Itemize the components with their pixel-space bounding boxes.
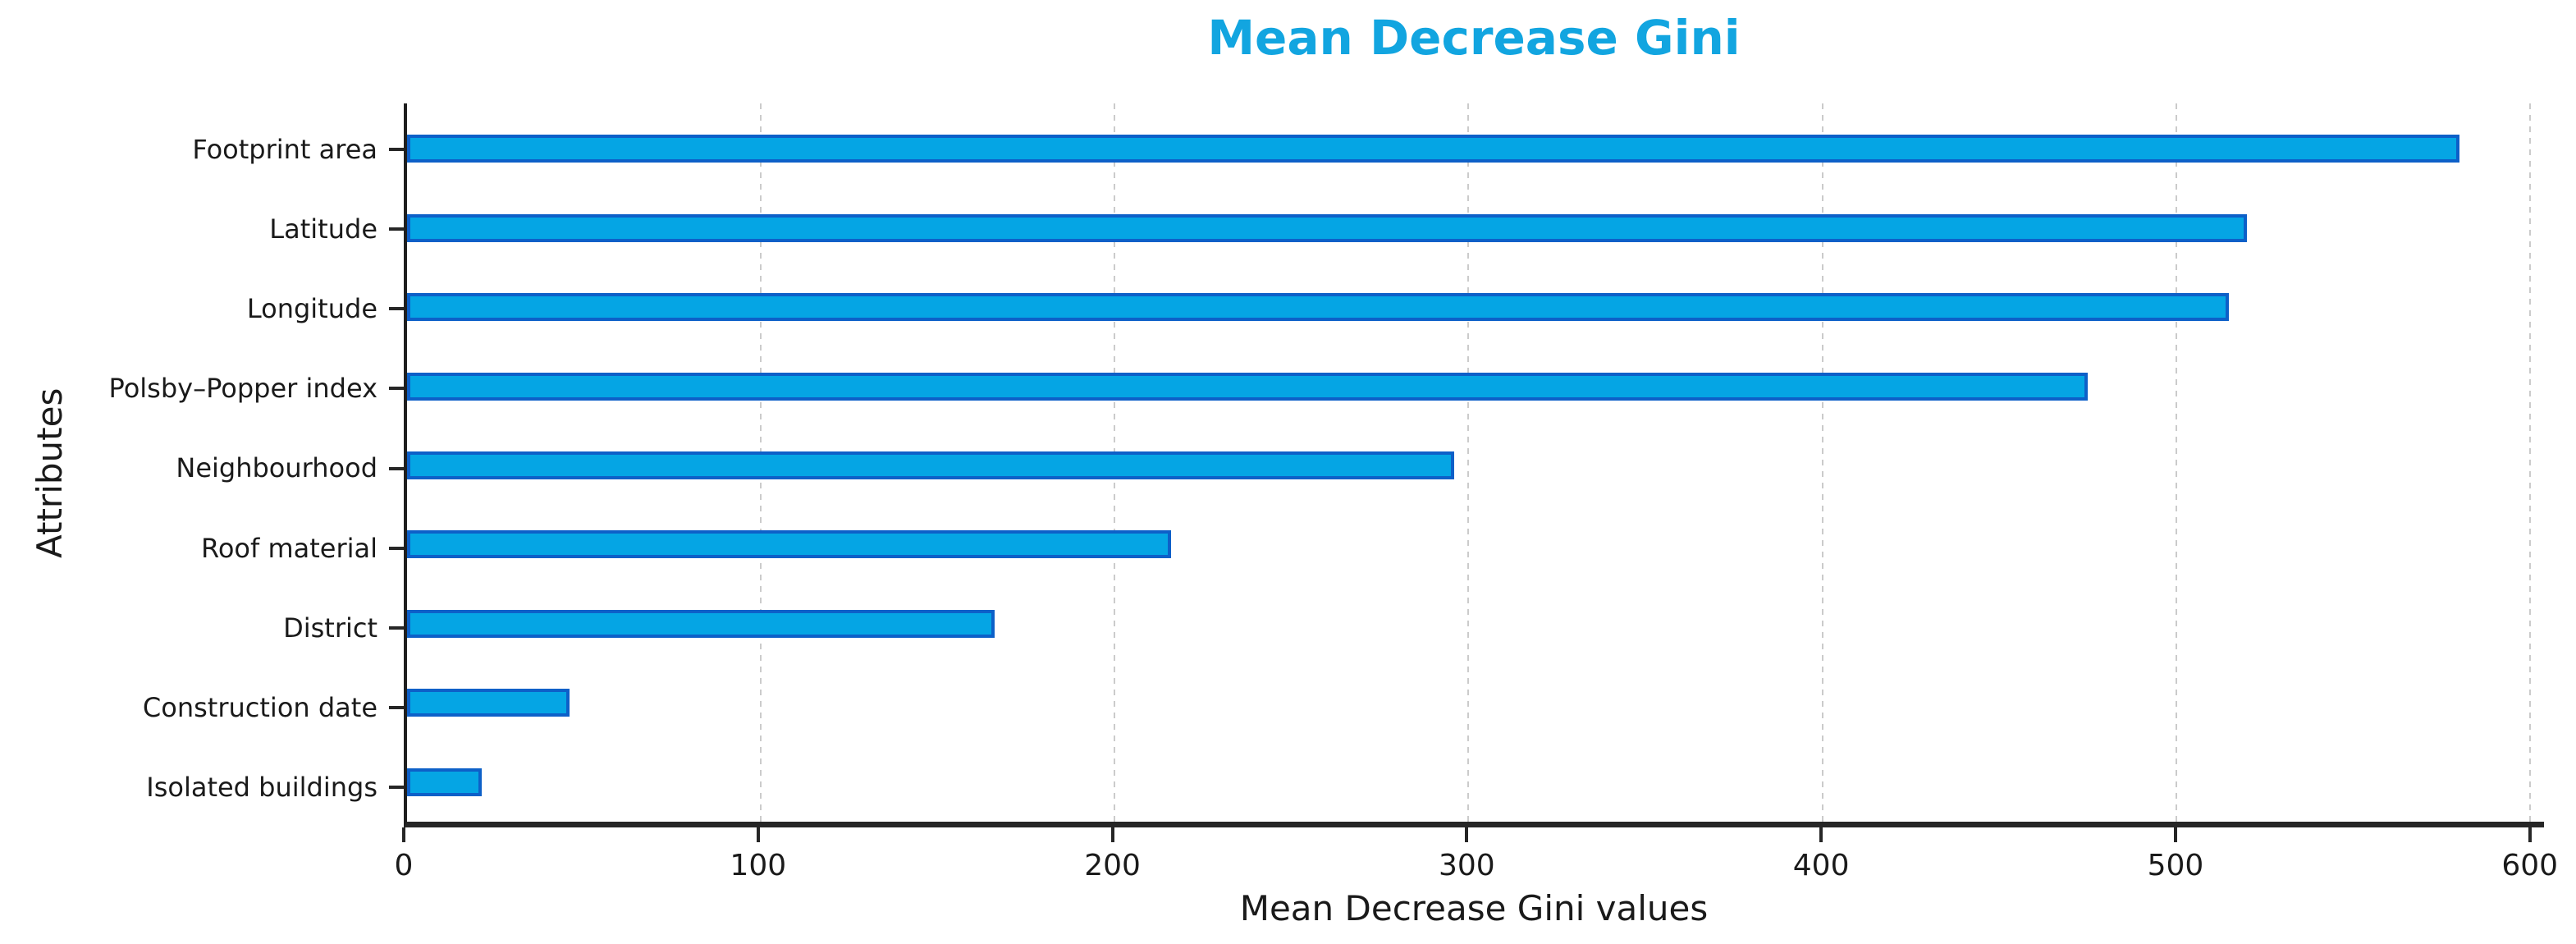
y-tick-label: District	[283, 612, 377, 644]
bar-row	[407, 188, 2544, 267]
bar-row	[407, 743, 2544, 822]
x-tick-mark-0	[402, 827, 405, 842]
x-tick-mark-100	[756, 827, 760, 842]
y-tick-mark	[389, 227, 404, 231]
y-tick-label: Neighbourhood	[176, 452, 377, 484]
x-tick-label-200: 200	[1084, 849, 1141, 882]
y-tick-label: Construction date	[142, 692, 377, 724]
y-tick-mark	[389, 466, 404, 470]
y-tick-mark	[389, 786, 404, 790]
x-tick-label-500: 500	[2147, 849, 2204, 882]
bar-row	[407, 584, 2544, 663]
bar-row	[407, 505, 2544, 584]
y-tick-label: Longitude	[246, 293, 377, 325]
x-tick-mark-300	[1465, 827, 1469, 842]
y-tick-mark	[389, 546, 404, 550]
bar-construction-date	[407, 689, 570, 717]
y-tick-mark	[389, 387, 404, 391]
y-tick-label: Footprint area	[192, 133, 377, 165]
bar-row	[407, 663, 2544, 742]
x-tick-label-0: 0	[394, 849, 414, 882]
bar-neighbourhood	[407, 451, 1455, 479]
bar-row	[407, 346, 2544, 425]
x-axis-title: Mean Decrease Gini values	[1239, 888, 1709, 928]
y-tick-mark	[389, 147, 404, 151]
bar-row	[407, 426, 2544, 505]
x-tick-label-400: 400	[1792, 849, 1850, 882]
gridline-500	[2175, 103, 2177, 822]
bar-row	[407, 268, 2544, 346]
y-tick-label: Latitude	[269, 213, 377, 245]
gridline-300	[1467, 103, 1470, 822]
bar-row	[407, 109, 2544, 188]
x-tick-mark-400	[1819, 827, 1823, 842]
x-tick-label-100: 100	[730, 849, 787, 882]
bars	[407, 109, 2544, 822]
x-tick-label-600: 600	[2501, 849, 2559, 882]
bar-footprint-area	[407, 135, 2459, 163]
gridline-400	[1821, 103, 1823, 822]
bar-isolated-buildings	[407, 768, 482, 796]
bar-district	[407, 609, 995, 638]
x-tick-mark-600	[2528, 827, 2532, 842]
y-tick-mark	[389, 706, 404, 710]
bar-polsby-popper-index	[407, 372, 2088, 401]
y-ticks	[389, 109, 404, 827]
plot-area	[404, 103, 2544, 827]
x-tick-mark-200	[1110, 827, 1114, 842]
y-tick-labels: Footprint area Latitude Longitude Polsby–Po…	[0, 109, 377, 827]
x-axis: 0 100 200 300 400 500 600	[395, 827, 2558, 893]
x-tick-label-300: 300	[1439, 849, 1495, 882]
y-tick-mark	[389, 307, 404, 311]
y-tick-label: Roof material	[201, 532, 377, 564]
bar-longitude	[407, 293, 2230, 322]
y-tick-label: Isolated buildings	[146, 772, 377, 804]
bar-latitude	[407, 213, 2247, 242]
y-tick-mark	[389, 626, 404, 630]
gridline-600	[2528, 103, 2531, 822]
y-tick-label: Polsby–Popper index	[108, 373, 377, 405]
chart-title: Mean Decrease Gini	[1207, 10, 1741, 66]
bar-roof-material	[407, 530, 1172, 559]
x-tick-mark-500	[2173, 827, 2177, 842]
